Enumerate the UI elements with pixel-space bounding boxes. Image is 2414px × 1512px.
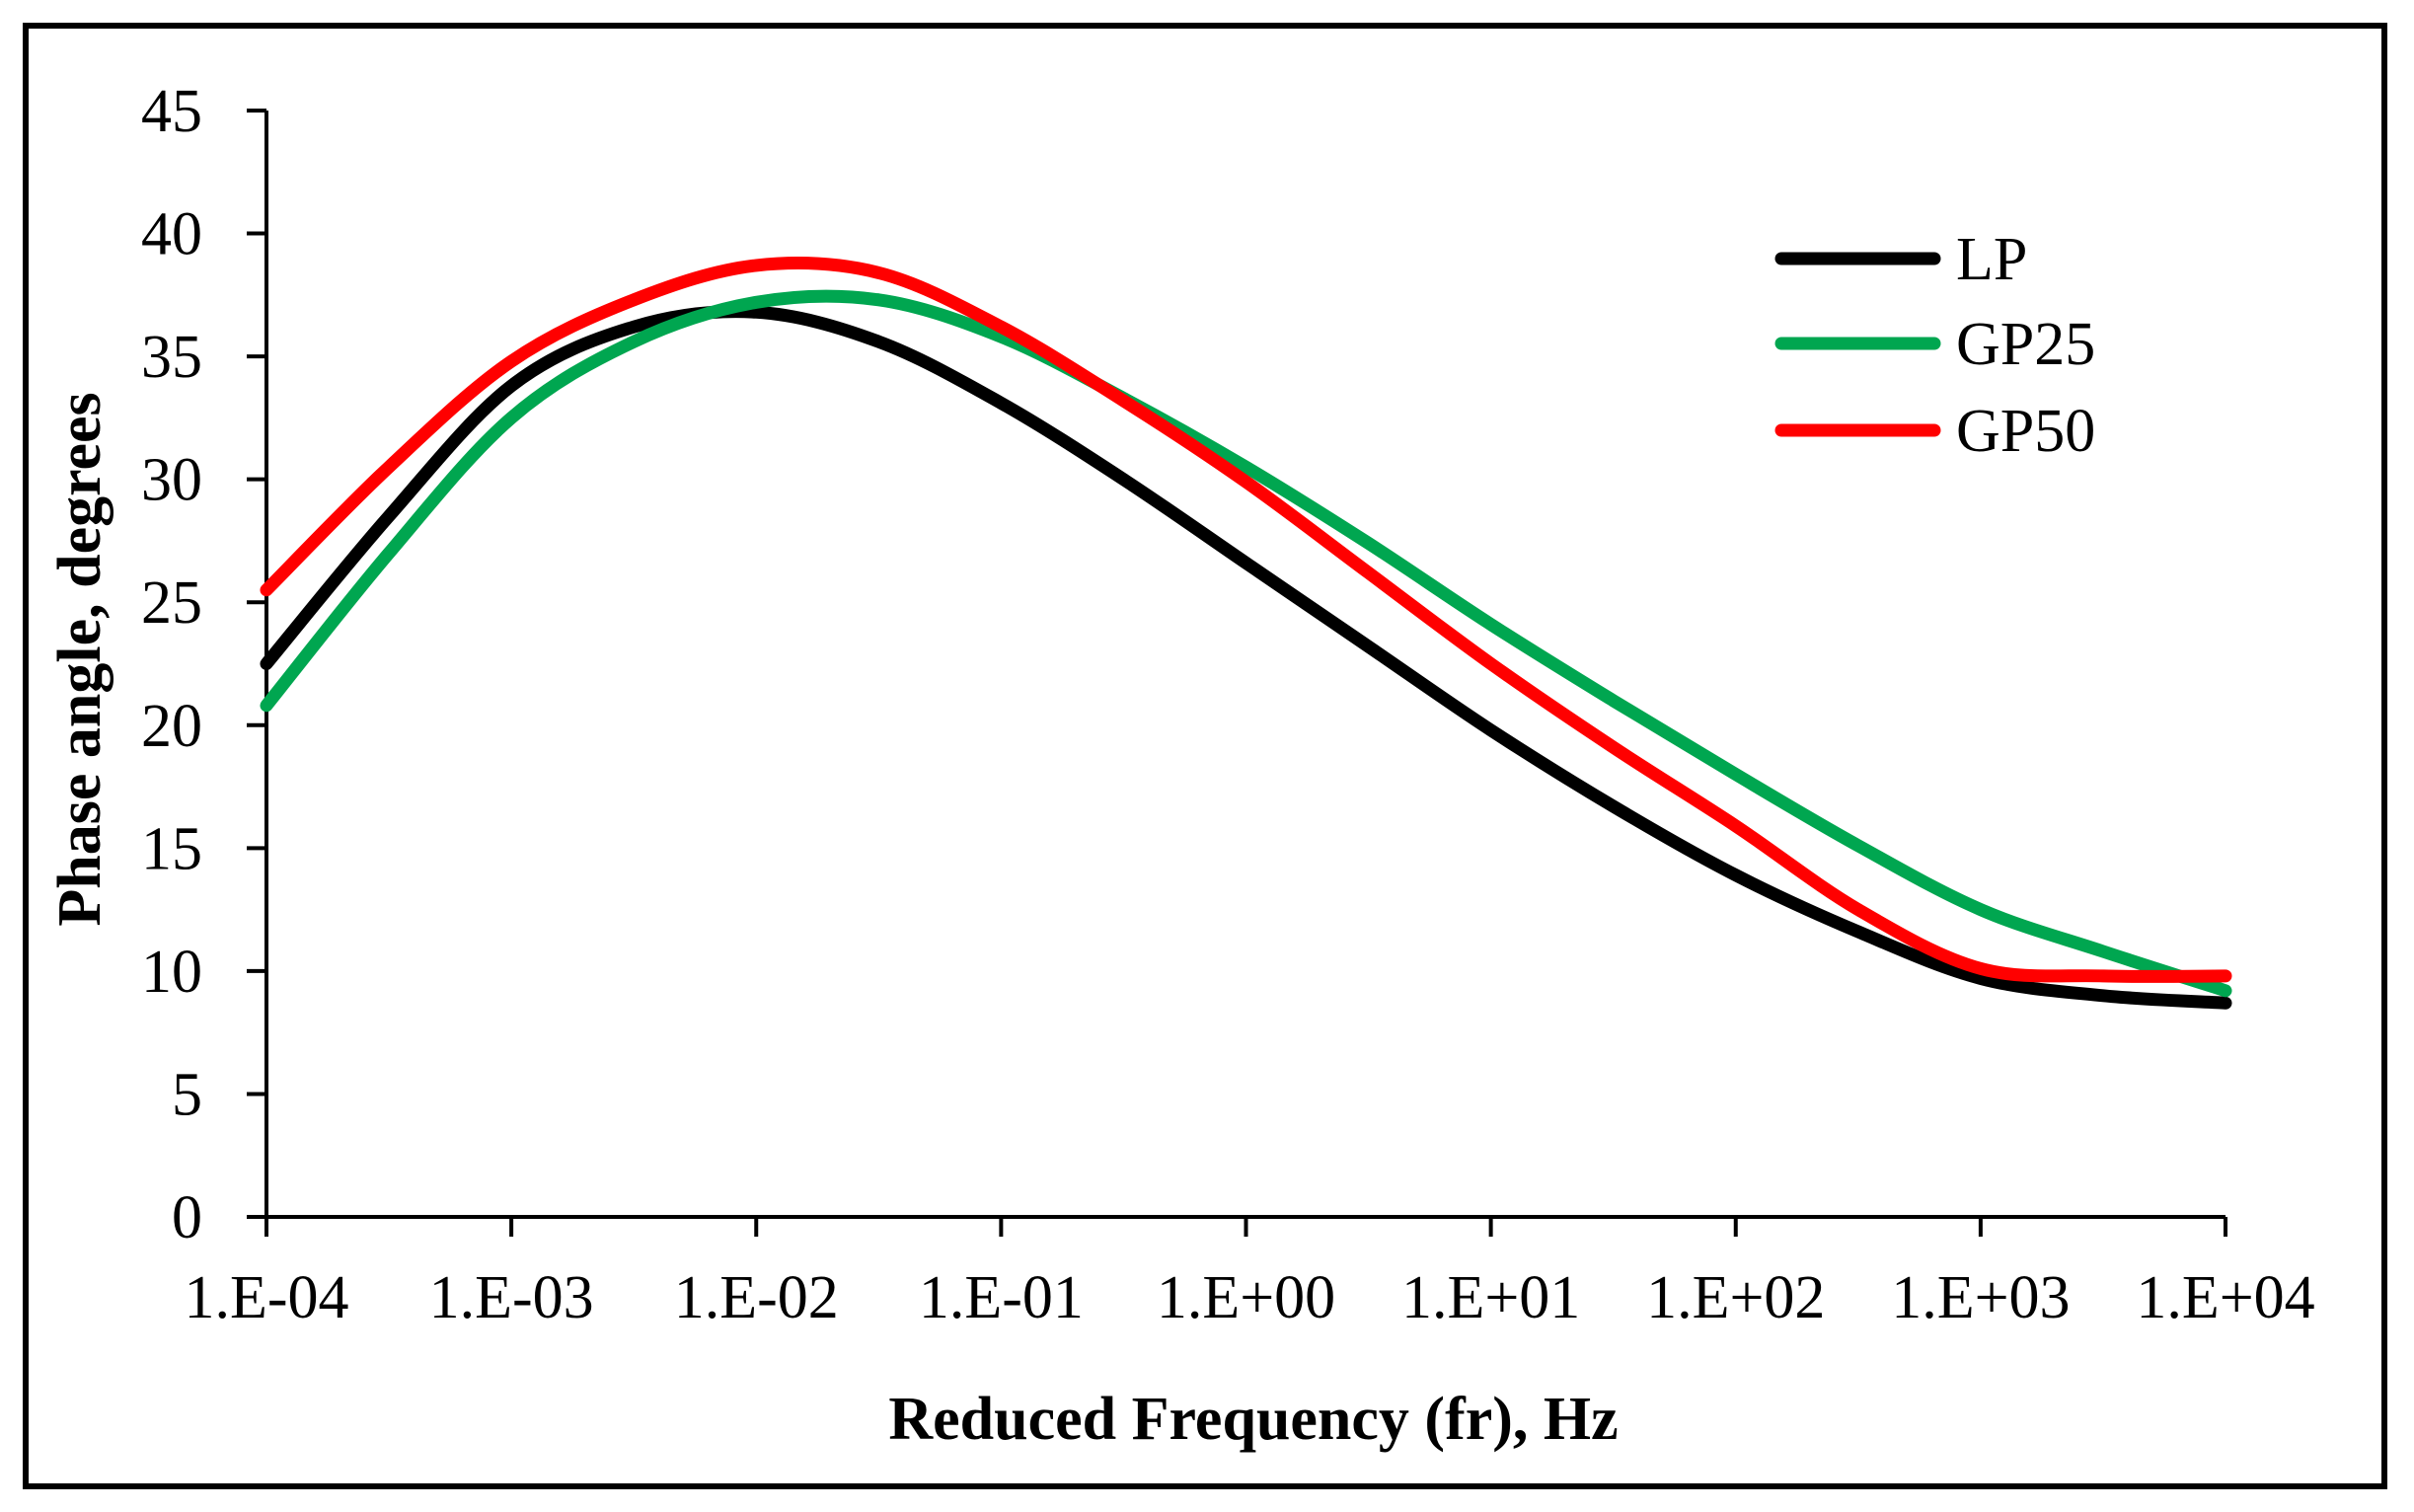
y-tick-label: 25 <box>141 569 202 637</box>
series-line-lp <box>260 305 2232 1010</box>
axes <box>247 109 2227 1237</box>
y-tick-label: 10 <box>141 939 202 1006</box>
x-tick-label: 1.E+04 <box>2136 1264 2314 1331</box>
legend-entry-lp: LP <box>1774 226 2027 293</box>
y-tick-label: 40 <box>141 201 202 268</box>
x-tick-label: 1.E-02 <box>674 1264 839 1331</box>
x-tick-label: 1.E+02 <box>1646 1264 1825 1331</box>
x-tick-label: 1.E+01 <box>1401 1264 1580 1331</box>
legend-label-lp: LP <box>1956 226 2027 293</box>
chart-frame <box>23 23 2387 1489</box>
y-tick-label: 30 <box>141 447 202 514</box>
series-line-gp50 <box>260 257 2232 983</box>
x-tick-label: 1.E-01 <box>919 1264 1084 1331</box>
x-tick-label: 1.E-03 <box>429 1264 594 1331</box>
x-tick-label: 1.E-04 <box>184 1264 348 1331</box>
y-tick-label: 15 <box>141 815 202 882</box>
x-axis-title: Reduced Frequency (fr), Hz <box>888 1386 1618 1453</box>
y-tick-label: 35 <box>141 324 202 391</box>
legend-label-gp25: GP25 <box>1956 311 2095 378</box>
y-tick-label: 45 <box>141 78 202 145</box>
y-axis-title: Phase angle, degrees <box>46 392 113 926</box>
legend-label-gp50: GP50 <box>1956 398 2095 465</box>
x-tick-label: 1.E+00 <box>1157 1264 1335 1331</box>
y-tick-label: 20 <box>141 693 202 760</box>
series-line-gp25 <box>260 289 2232 998</box>
x-tick-labels: 1.E-04 1.E-03 1.E-02 1.E-01 1.E+00 1.E+0… <box>184 1264 2314 1331</box>
legend-entry-gp25: GP25 <box>1774 311 2095 378</box>
legend-entry-gp50: GP50 <box>1774 398 2095 465</box>
y-tick-label: 0 <box>172 1184 202 1251</box>
series-lines <box>260 257 2232 1010</box>
y-tick-labels: 0 5 10 15 20 25 30 35 40 45 <box>141 78 202 1251</box>
legend: LP GP25 GP50 <box>1774 226 2095 465</box>
x-tick-label: 1.E+03 <box>1891 1264 2070 1331</box>
y-tick-label: 5 <box>172 1061 202 1128</box>
